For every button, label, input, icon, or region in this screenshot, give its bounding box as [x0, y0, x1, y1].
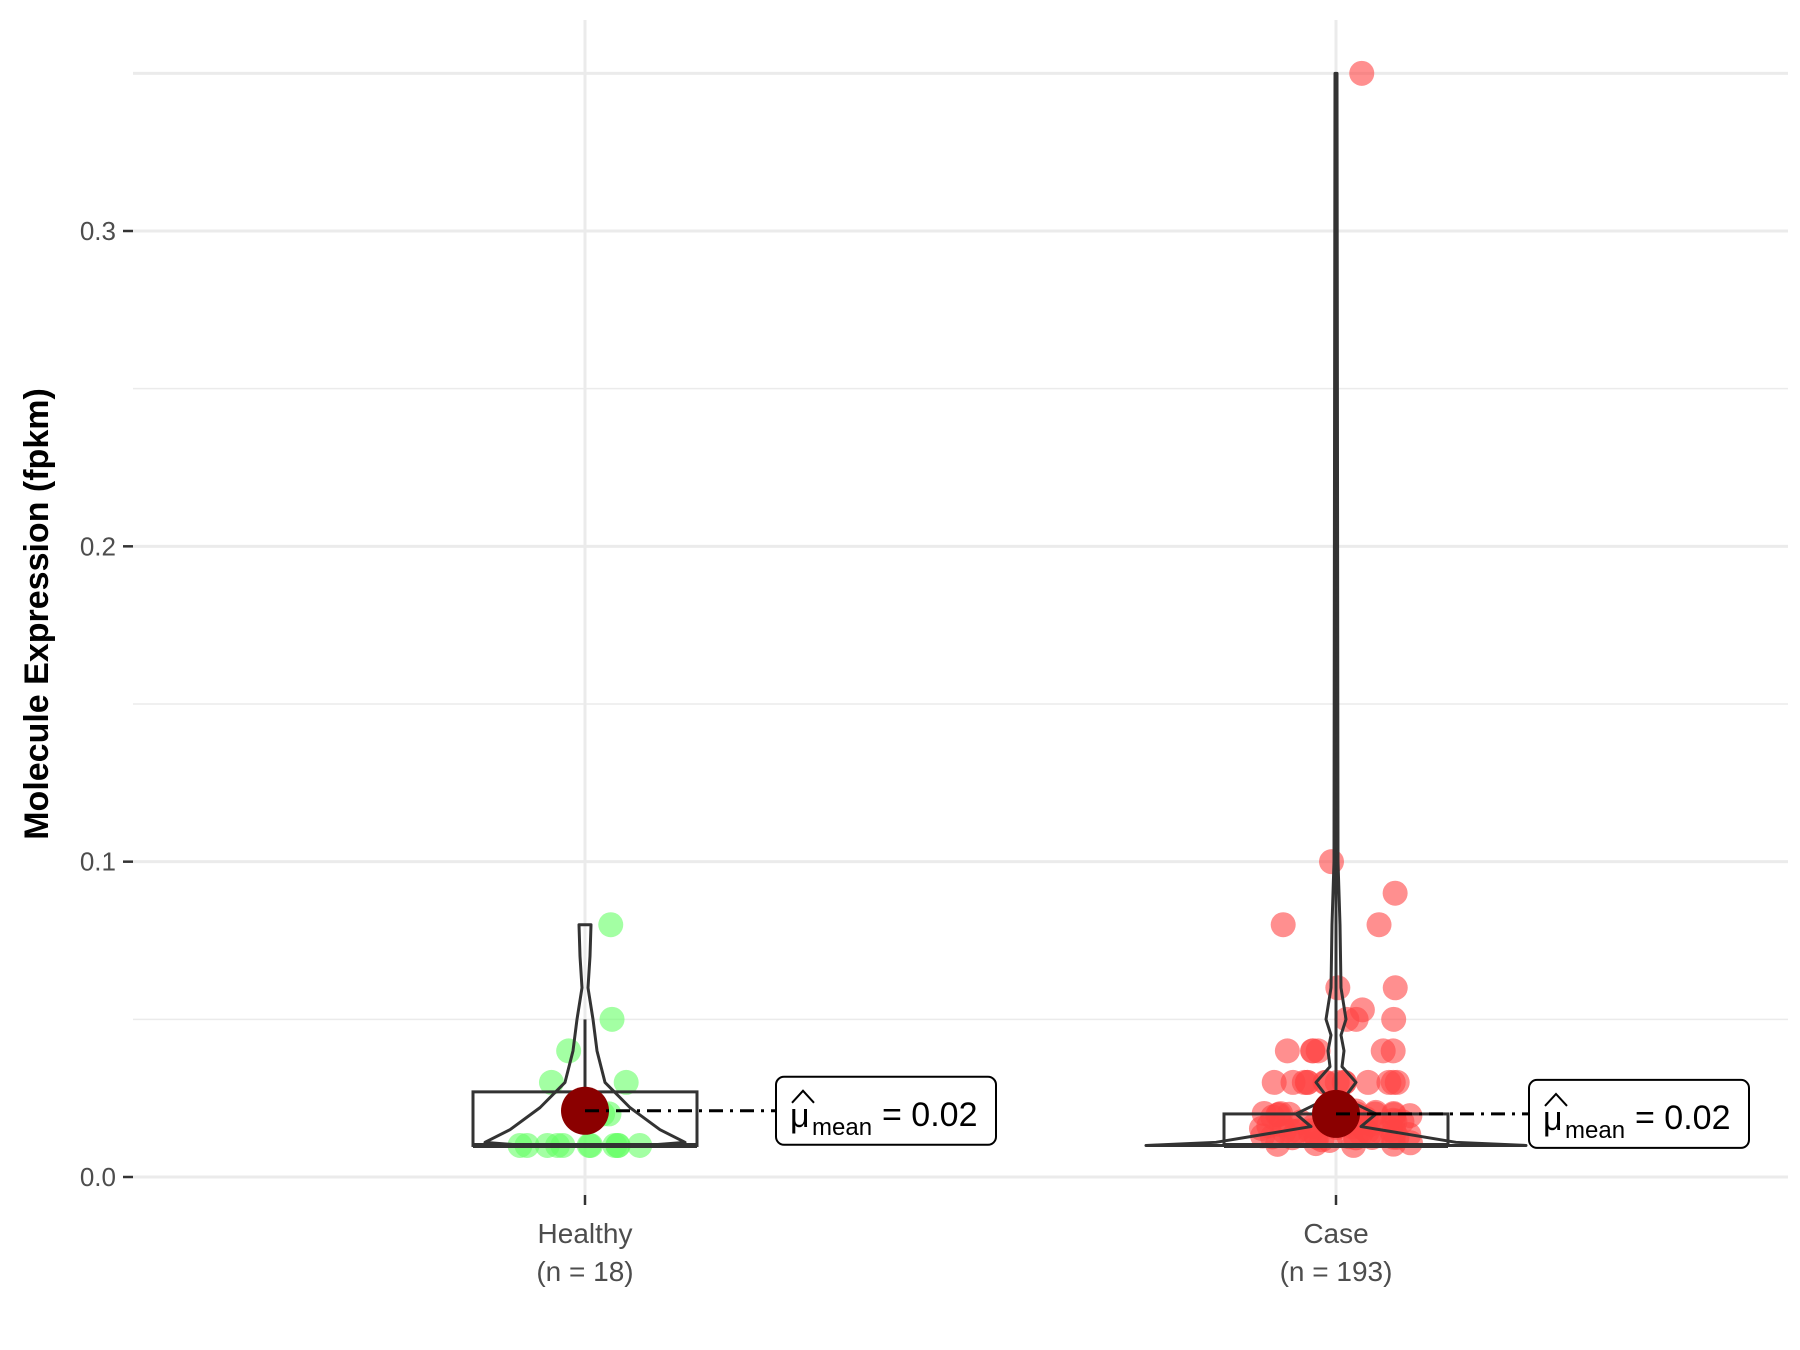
x-category-n-label: (n = 193) — [1280, 1256, 1393, 1287]
group-case: μ mean = 0.02 — [1144, 60, 1750, 1158]
mean-hat-icon — [791, 1089, 815, 1104]
mean-label-symbol: μ — [1543, 1100, 1563, 1138]
data-point — [1270, 912, 1296, 938]
data-point — [1349, 60, 1375, 86]
mean-label-sub: mean — [812, 1114, 872, 1141]
data-point — [613, 1069, 639, 1095]
data-point — [1355, 1069, 1381, 1095]
mean-label-symbol: μ — [790, 1097, 810, 1135]
x-category-label: Case — [1303, 1218, 1368, 1249]
mean-label-value: = 0.02 — [1635, 1099, 1730, 1137]
data-point — [1300, 1038, 1326, 1064]
mean-label-box — [775, 1075, 997, 1146]
data-point — [1370, 1038, 1396, 1064]
y-tick-label: 0.3 — [80, 216, 116, 246]
data-point — [1382, 975, 1408, 1001]
data-point — [1380, 1069, 1406, 1095]
x-category-label: Healthy — [538, 1218, 633, 1249]
data-point — [1261, 1069, 1287, 1095]
group-layer: μ mean = 0.02 μ mean = 0.02 — [471, 60, 1750, 1158]
axis-layer: 0.0 0.1 0.2 0.3 Healthy (n = 18) Case (n = 193) — [80, 216, 1393, 1287]
y-tick-label: 0.2 — [80, 531, 116, 561]
group-healthy: μ mean = 0.02 — [471, 912, 997, 1158]
violin — [1144, 71, 1528, 1147]
y-tick-label: 0.0 — [80, 1162, 116, 1192]
mean-label-box — [1528, 1078, 1750, 1149]
grid-layer — [133, 20, 1788, 1195]
data-point — [598, 912, 624, 938]
data-point — [1312, 1069, 1338, 1095]
data-point — [1274, 1038, 1300, 1064]
violin — [483, 923, 687, 1147]
x-category-n-label: (n = 18) — [536, 1256, 633, 1287]
data-point — [1280, 1069, 1306, 1095]
y-tick-label: 0.1 — [80, 847, 116, 877]
data-point — [1319, 849, 1345, 875]
mean-label-value: = 0.02 — [882, 1096, 977, 1134]
data-point — [1381, 1006, 1407, 1032]
data-point — [556, 1038, 582, 1064]
data-point — [1382, 880, 1408, 906]
mean-hat-icon — [1544, 1092, 1568, 1107]
data-point — [599, 1006, 625, 1032]
data-point — [1366, 912, 1392, 938]
mean-label-sub: mean — [1565, 1117, 1625, 1144]
y-axis-title: Molecule Expression (fpkm) — [18, 388, 56, 840]
